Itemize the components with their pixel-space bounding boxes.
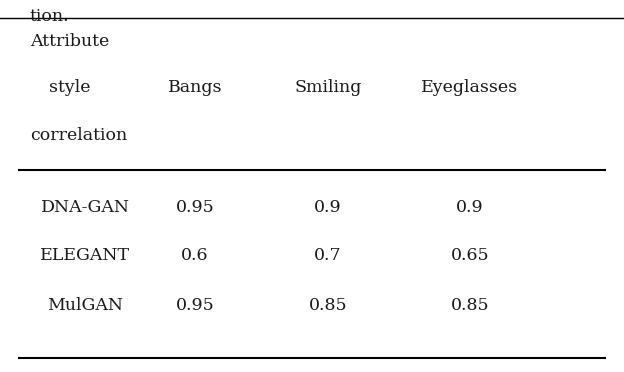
Text: Smiling: Smiling bbox=[295, 80, 362, 96]
Text: style: style bbox=[49, 80, 90, 96]
Text: DNA-GAN: DNA-GAN bbox=[41, 199, 130, 215]
Text: 0.85: 0.85 bbox=[451, 296, 489, 314]
Text: 0.7: 0.7 bbox=[314, 247, 342, 263]
Text: 0.9: 0.9 bbox=[456, 199, 484, 215]
Text: MulGAN: MulGAN bbox=[47, 296, 123, 314]
Text: Attribute: Attribute bbox=[30, 33, 109, 51]
Text: 0.95: 0.95 bbox=[175, 199, 215, 215]
Text: 0.95: 0.95 bbox=[175, 296, 215, 314]
Text: Bangs: Bangs bbox=[168, 80, 222, 96]
Text: tion.: tion. bbox=[30, 8, 70, 25]
Text: 0.9: 0.9 bbox=[314, 199, 342, 215]
Text: 0.85: 0.85 bbox=[309, 296, 348, 314]
Text: Eyeglasses: Eyeglasses bbox=[421, 80, 519, 96]
Text: ELEGANT: ELEGANT bbox=[40, 247, 130, 263]
Text: 0.6: 0.6 bbox=[181, 247, 209, 263]
Text: 0.65: 0.65 bbox=[451, 247, 489, 263]
Text: correlation: correlation bbox=[30, 128, 127, 144]
